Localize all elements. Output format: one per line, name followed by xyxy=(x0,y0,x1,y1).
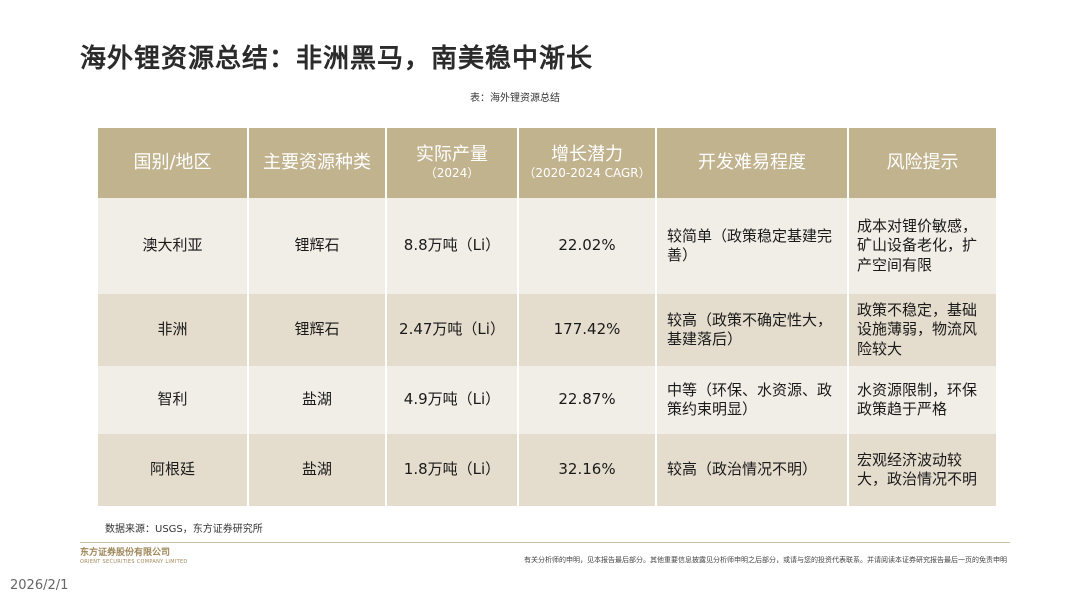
table-row: 澳大利亚 锂辉石 8.8万吨（Li） 22.02% 较简单（政策稳定基建完善） … xyxy=(98,198,996,294)
company-logo: 东方证券股份有限公司 ORIENT SECURITIES COMPANY LIM… xyxy=(80,549,188,565)
cell-risk: 宏观经济波动较大，政治情况不明 xyxy=(848,434,996,506)
cell-output: 8.8万吨（Li） xyxy=(386,198,519,294)
table-row: 非洲 锂辉石 2.47万吨（Li） 177.42% 较高（政策不确定性大，基建落… xyxy=(98,294,996,366)
cell-cagr: 32.16% xyxy=(518,434,657,506)
table-row: 智利 盐湖 4.9万吨（Li） 22.87% 中等（环保、水资源、政策约束明显）… xyxy=(98,366,996,434)
cell-region: 澳大利亚 xyxy=(98,198,249,294)
header-cagr: 增长潜力 （2020-2024 CAGR） xyxy=(518,128,657,198)
disclaimer-text: 有关分析师的申明，见本报告最后部分。其他重要信息披露见分析师申明之后部分，或请与… xyxy=(524,556,1007,564)
table-header-row: 国别/地区 主要资源种类 实际产量 （2024） 增长潜力 （2020-2024 C… xyxy=(98,128,996,198)
table-row: 阿根廷 盐湖 1.8万吨（Li） 32.16% 较高（政治情况不明） 宏观经济波… xyxy=(98,434,996,506)
cell-region: 阿根廷 xyxy=(98,434,249,506)
header-risk: 风险提示 xyxy=(848,128,996,198)
cell-output: 4.9万吨（Li） xyxy=(386,366,519,434)
page-title: 海外锂资源总结：非洲黑马，南美稳中渐长 xyxy=(80,44,594,74)
cell-resource: 锂辉石 xyxy=(248,294,387,366)
logo-en-text: ORIENT SECURITIES COMPANY LIMITED xyxy=(80,559,188,565)
cell-difficulty: 中等（环保、水资源、政策约束明显） xyxy=(656,366,849,434)
header-difficulty: 开发难易程度 xyxy=(656,128,849,198)
header-resource: 主要资源种类 xyxy=(248,128,387,198)
cell-cagr: 22.02% xyxy=(518,198,657,294)
cell-region: 非洲 xyxy=(98,294,249,366)
cell-risk: 成本对锂价敏感，矿山设备老化，扩产空间有限 xyxy=(848,198,996,294)
cell-region: 智利 xyxy=(98,366,249,434)
table-caption: 表：海外锂资源总结 xyxy=(470,93,560,104)
cell-difficulty: 较高（政治情况不明） xyxy=(656,434,849,506)
cell-output: 2.47万吨（Li） xyxy=(386,294,519,366)
cell-difficulty: 较简单（政策稳定基建完善） xyxy=(656,198,849,294)
cell-resource: 盐湖 xyxy=(248,434,387,506)
cell-cagr: 177.42% xyxy=(518,294,657,366)
header-region: 国别/地区 xyxy=(98,128,249,198)
lithium-summary-table: 国别/地区 主要资源种类 实际产量 （2024） 增长潜力 （2020-2024 C… xyxy=(98,128,996,506)
cell-cagr: 22.87% xyxy=(518,366,657,434)
footer-divider xyxy=(80,542,1010,543)
data-source-note: 数据来源：USGS，东方证券研究所 xyxy=(105,524,263,535)
cell-risk: 水资源限制，环保政策趋于严格 xyxy=(848,366,996,434)
cell-resource: 锂辉石 xyxy=(248,198,387,294)
cell-resource: 盐湖 xyxy=(248,366,387,434)
date-stamp: 2026/2/1 xyxy=(10,578,69,593)
cell-risk: 政策不稳定，基础设施薄弱，物流风险较大 xyxy=(848,294,996,366)
header-output: 实际产量 （2024） xyxy=(386,128,519,198)
cell-output: 1.8万吨（Li） xyxy=(386,434,519,506)
cell-difficulty: 较高（政策不确定性大，基建落后） xyxy=(656,294,849,366)
logo-cn-text: 东方证券股份有限公司 xyxy=(80,548,171,558)
